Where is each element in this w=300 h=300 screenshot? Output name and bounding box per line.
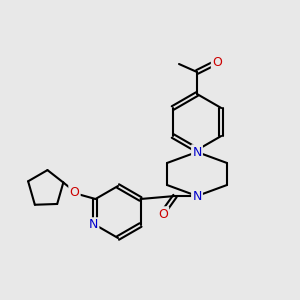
Text: N: N (89, 218, 98, 232)
Text: O: O (70, 185, 80, 199)
Text: N: N (192, 146, 202, 158)
Text: O: O (158, 208, 168, 220)
Text: N: N (192, 190, 202, 202)
Text: O: O (212, 56, 222, 68)
